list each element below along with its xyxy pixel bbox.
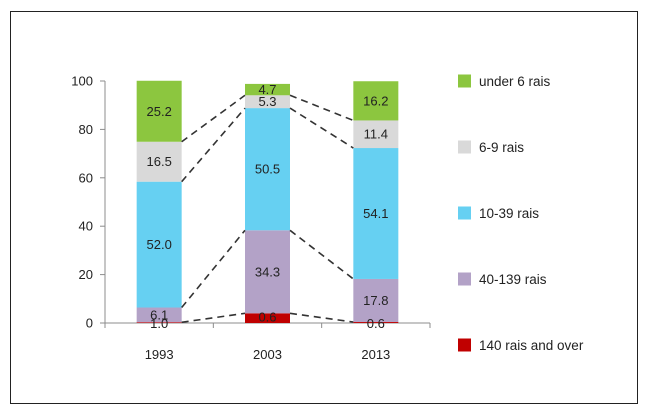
data-label: 0.6: [367, 316, 385, 331]
data-label: 11.4: [364, 127, 388, 142]
x-tick-label: 1993: [145, 347, 174, 362]
data-label: 17.8: [363, 293, 388, 308]
connector-line: [289, 312, 354, 323]
legend-swatch: [458, 338, 471, 352]
bar-segment: [245, 230, 290, 314]
bar-segment: [136, 181, 182, 308]
bar-segment: [245, 83, 290, 96]
bar-segment: [353, 278, 399, 323]
legend-swatch: [458, 206, 471, 220]
y-tick-label: 0: [86, 316, 93, 331]
data-label: 5.3: [258, 94, 276, 109]
x-tick-label: 2013: [361, 347, 390, 362]
connector-line: [289, 229, 354, 280]
y-tick-label: 100: [71, 74, 93, 89]
bar-segment: [136, 141, 182, 182]
chart-frame: [10, 11, 638, 404]
connector-line: [289, 94, 354, 122]
connector-line: [181, 229, 246, 309]
data-label: 54.1: [363, 206, 388, 221]
bar-segment: [245, 313, 290, 323]
bar-segment: [136, 80, 182, 142]
y-tick-label: 60: [79, 170, 93, 185]
y-tick-label: 40: [79, 219, 93, 234]
connector-line: [289, 107, 354, 149]
bar-segment: [136, 322, 182, 323]
data-label: 25.2: [147, 104, 172, 119]
data-label: 4.7: [258, 82, 276, 97]
legend-swatch: [458, 140, 471, 154]
data-label: 0.6: [258, 310, 276, 325]
legend-label: under 6 rais: [479, 74, 551, 89]
y-tick-label: 20: [79, 267, 93, 282]
data-label: 16.5: [147, 154, 172, 169]
data-label: 1.0: [150, 316, 168, 331]
legend-swatch: [458, 74, 471, 88]
y-tick-label: 80: [79, 122, 93, 137]
bar-segment: [353, 120, 399, 149]
data-label: 16.2: [363, 93, 388, 108]
bar-segment: [353, 81, 399, 121]
data-label: 6.1: [150, 307, 168, 322]
legend-label: 6-9 rais: [479, 140, 524, 155]
bar-segment: [245, 108, 290, 231]
connector-line: [181, 107, 246, 183]
legend-label: 140 rais and over: [479, 338, 584, 353]
data-label: 50.5: [255, 162, 280, 177]
data-label: 52.0: [147, 237, 172, 252]
bar-segment: [353, 148, 399, 279]
bar-segment: [136, 307, 182, 323]
x-tick-label: 2003: [253, 347, 282, 362]
legend-label: 40-139 rais: [479, 272, 547, 287]
bar-segment: [353, 322, 399, 323]
legend-swatch: [458, 272, 471, 286]
connector-line: [181, 94, 246, 143]
connector-line: [181, 312, 246, 324]
bar-segment: [245, 95, 290, 109]
legend-label: 10-39 rais: [479, 206, 539, 221]
data-label: 34.3: [255, 264, 280, 279]
